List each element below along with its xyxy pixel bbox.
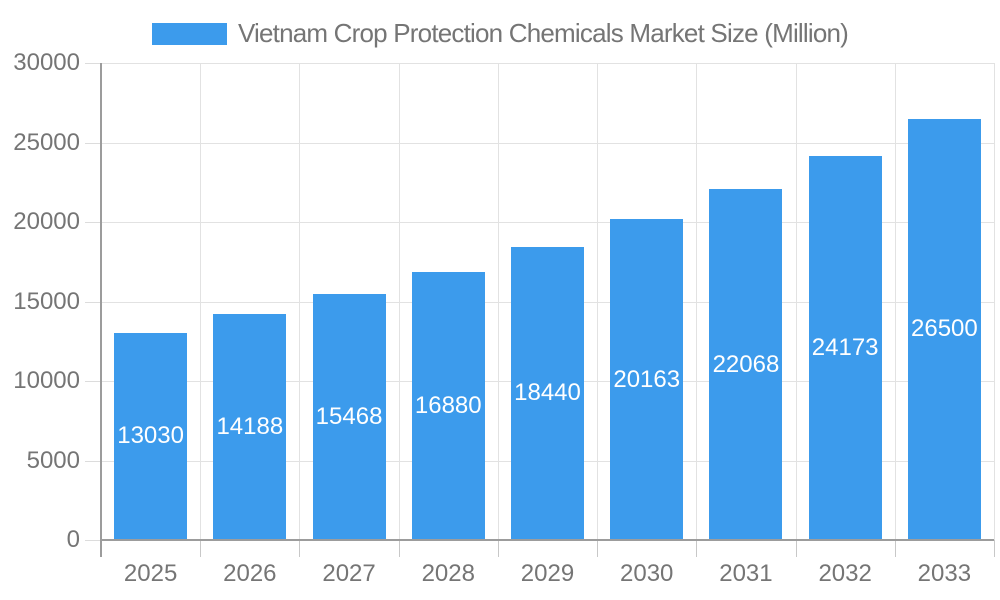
- bar-value-label: 20163: [613, 365, 681, 393]
- x-axis-tick: [795, 540, 797, 557]
- y-axis-label: 10000: [13, 367, 80, 394]
- x-axis-tick: [994, 540, 995, 557]
- v-gridline: [795, 63, 797, 540]
- x-axis-tick: [894, 540, 896, 557]
- x-axis-tick: [299, 540, 301, 557]
- x-axis-label: 2032: [818, 560, 872, 587]
- h-gridline: [101, 222, 994, 223]
- bar: 13030: [114, 332, 188, 540]
- y-axis-tick: [85, 540, 101, 541]
- x-axis-label: 2025: [123, 560, 178, 587]
- x-axis-label: 2029: [520, 560, 575, 587]
- y-axis-tick: [85, 222, 101, 223]
- x-axis-label: 2027: [322, 560, 376, 587]
- bar-value-label: 15468: [315, 403, 383, 431]
- x-axis-tick: [597, 540, 599, 557]
- v-gridline: [398, 63, 400, 540]
- bar-value-label: 18440: [514, 379, 581, 407]
- h-gridline: [101, 63, 994, 64]
- y-axis-label: 30000: [13, 49, 80, 76]
- bar-value-label: 13030: [117, 422, 184, 450]
- bar: 24173: [808, 155, 882, 540]
- x-axis-label: 2026: [223, 560, 277, 587]
- legend-swatch: [151, 22, 227, 45]
- x-axis-label: 2030: [620, 560, 674, 587]
- v-gridline: [894, 63, 896, 540]
- v-gridline: [994, 63, 995, 540]
- h-gridline: [101, 142, 994, 144]
- y-axis-line: [100, 63, 102, 557]
- y-axis-label: 25000: [13, 128, 80, 156]
- bar-value-label: 16880: [414, 391, 482, 419]
- v-gridline: [299, 63, 301, 540]
- x-axis-tick: [497, 540, 499, 557]
- x-axis-tick: [398, 540, 400, 557]
- x-axis-label: 2028: [421, 560, 475, 587]
- y-axis-tick: [85, 142, 101, 144]
- bar: 26500: [907, 118, 981, 540]
- y-axis-label: 0: [66, 526, 80, 553]
- x-axis-tick: [696, 540, 698, 557]
- bar-value-label: 14188: [216, 413, 284, 441]
- bar-value-label: 24173: [811, 333, 879, 361]
- bar-value-label: 26500: [911, 315, 978, 343]
- y-axis-tick: [85, 460, 101, 462]
- v-gridline: [696, 63, 698, 540]
- x-axis-tick: [200, 540, 202, 557]
- bar: 14188: [213, 314, 287, 540]
- y-axis-tick: [85, 381, 101, 382]
- x-axis-label: 2031: [719, 560, 773, 587]
- bar: 15468: [312, 294, 386, 540]
- y-axis-label: 15000: [13, 287, 80, 315]
- v-gridline: [200, 63, 202, 540]
- v-gridline: [597, 63, 599, 540]
- y-axis-label: 20000: [13, 208, 80, 235]
- x-axis-label: 2033: [917, 560, 972, 587]
- bar: 18440: [511, 246, 584, 540]
- bar: 22068: [709, 189, 783, 540]
- v-gridline: [497, 63, 499, 540]
- bar-value-label: 22068: [712, 350, 780, 378]
- y-axis-label: 5000: [26, 446, 80, 474]
- bar: 16880: [411, 271, 485, 540]
- y-axis-tick: [85, 63, 101, 64]
- x-axis-line: [101, 539, 994, 541]
- legend-label: Vietnam Crop Protection Chemicals Market…: [237, 18, 849, 48]
- legend: Vietnam Crop Protection Chemicals Market…: [0, 18, 1000, 49]
- y-axis-tick: [85, 301, 101, 303]
- bar: 20163: [610, 219, 684, 540]
